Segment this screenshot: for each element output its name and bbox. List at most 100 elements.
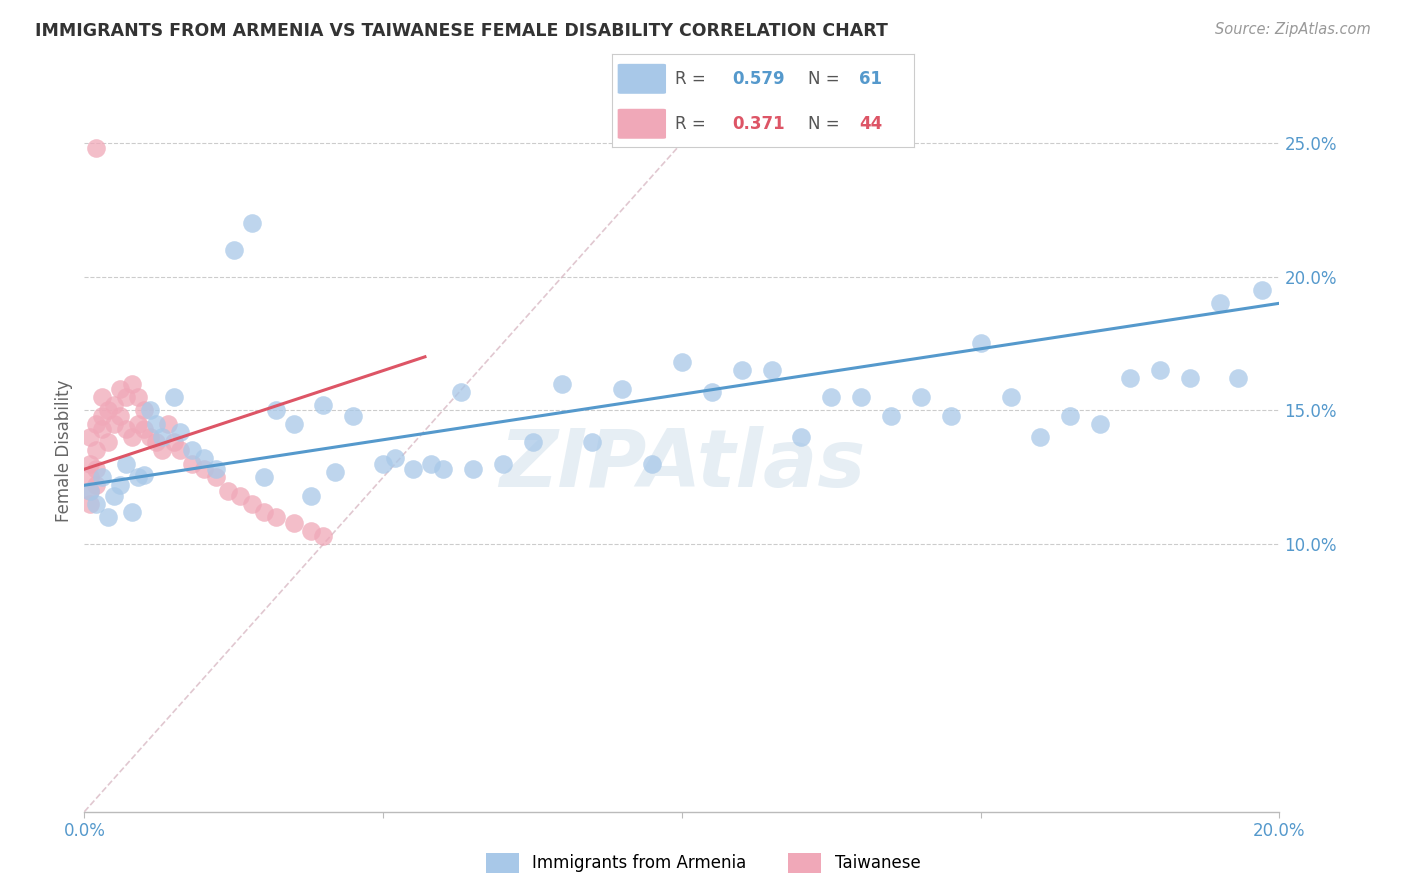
Point (1119, 371, 1142, 385)
Point (384, 451, 406, 466)
Y-axis label: Female Disability: Female Disability (55, 379, 73, 522)
Point (228, 489, 252, 503)
Point (86, 141, 108, 155)
Point (283, 417, 305, 431)
Text: R =: R = (675, 115, 706, 133)
Point (283, 516, 305, 530)
Point (127, 470, 149, 484)
Text: ZIPAtlas: ZIPAtlas (499, 425, 865, 504)
Point (205, 462, 228, 476)
Point (301, 489, 323, 503)
Point (700, 384, 723, 399)
Point (551, 376, 574, 391)
Point (671, 355, 693, 369)
Point (1178, 371, 1201, 385)
Point (222, 243, 245, 257)
Point (790, 430, 813, 444)
Point (169, 425, 191, 439)
Point (641, 457, 664, 471)
Point (1090, 417, 1112, 431)
Point (145, 435, 167, 450)
Point (79, 497, 101, 511)
Point (110, 409, 132, 423)
Point (1000, 390, 1022, 404)
Point (1059, 409, 1081, 423)
Text: 61: 61 (859, 70, 883, 87)
Point (79, 430, 101, 444)
Point (86, 462, 108, 476)
Point (110, 478, 132, 492)
Point (181, 443, 204, 458)
Point (522, 435, 544, 450)
Point (97, 403, 120, 417)
Point (91, 390, 114, 404)
Point (373, 457, 395, 471)
Point (301, 524, 323, 538)
Point (264, 403, 287, 417)
Point (115, 457, 138, 471)
Point (939, 409, 962, 423)
FancyBboxPatch shape (617, 64, 666, 94)
Point (97, 510, 120, 524)
Point (132, 403, 156, 417)
Point (145, 417, 167, 431)
Point (1149, 363, 1171, 377)
Point (127, 417, 149, 431)
Point (1226, 371, 1249, 385)
Point (86, 417, 108, 431)
Point (325, 465, 347, 479)
Point (342, 409, 364, 423)
Text: 0.371: 0.371 (733, 115, 785, 133)
Point (820, 390, 842, 404)
Point (420, 457, 443, 471)
Point (193, 451, 215, 466)
Point (91, 409, 114, 423)
Text: Source: ZipAtlas.com: Source: ZipAtlas.com (1215, 22, 1371, 37)
Text: 44: 44 (859, 115, 883, 133)
Legend: Immigrants from Armenia, Taiwanese: Immigrants from Armenia, Taiwanese (479, 847, 927, 880)
Point (851, 390, 873, 404)
Point (910, 390, 932, 404)
Point (461, 462, 484, 476)
Point (79, 483, 101, 498)
Point (97, 435, 120, 450)
Point (193, 462, 215, 476)
Point (115, 422, 138, 436)
Point (402, 462, 425, 476)
Point (86, 478, 108, 492)
Text: 0.579: 0.579 (733, 70, 785, 87)
Point (121, 376, 143, 391)
Point (103, 417, 125, 431)
FancyBboxPatch shape (617, 109, 666, 139)
Point (79, 470, 101, 484)
Point (205, 470, 228, 484)
Point (181, 457, 204, 471)
Point (132, 467, 156, 482)
Text: N =: N = (808, 70, 839, 87)
Point (91, 422, 114, 436)
Point (103, 398, 125, 412)
Point (1029, 430, 1052, 444)
Point (1209, 296, 1232, 310)
Point (157, 417, 180, 431)
Point (731, 363, 754, 377)
Point (169, 443, 191, 458)
Point (110, 382, 132, 396)
Point (492, 457, 515, 471)
Point (253, 470, 276, 484)
Point (132, 422, 156, 436)
Point (121, 505, 143, 519)
Point (103, 489, 125, 503)
Point (581, 435, 603, 450)
Point (450, 384, 472, 399)
Point (240, 497, 263, 511)
Point (612, 382, 634, 396)
Point (139, 430, 162, 444)
Point (1250, 283, 1272, 297)
Point (264, 510, 287, 524)
Point (150, 430, 173, 444)
Text: N =: N = (808, 115, 839, 133)
Point (127, 390, 149, 404)
Point (163, 435, 186, 450)
Point (79, 483, 101, 498)
